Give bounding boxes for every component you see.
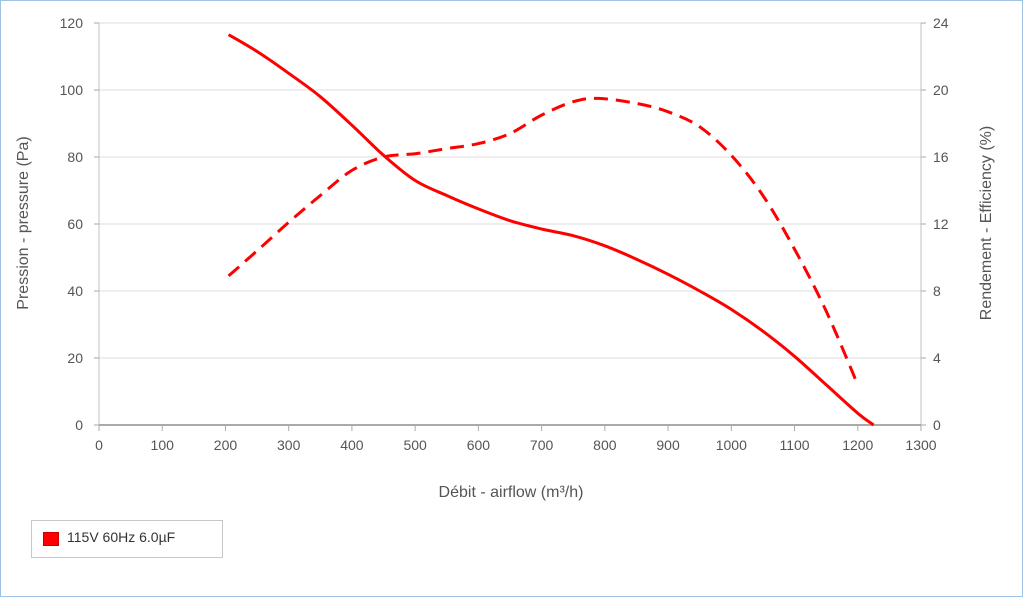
x-tick-label: 1300 xyxy=(905,437,936,453)
y-axis-left-title: Pression - pressure (Pa) xyxy=(15,136,32,309)
x-axis-title: Débit - airflow (m³/h) xyxy=(439,484,584,501)
y-left-tick-label: 80 xyxy=(67,149,83,165)
y-left-tick-label: 60 xyxy=(67,216,83,232)
series-layer xyxy=(227,33,875,427)
x-tick-label: 900 xyxy=(656,437,680,453)
efficiency-curve xyxy=(227,96,860,386)
x-tick-label: 400 xyxy=(340,437,364,453)
x-tick-label: 1100 xyxy=(779,437,809,453)
y-axis-right-title: Rendement - Efficiency (%) xyxy=(978,126,995,320)
grid-layer xyxy=(99,22,921,426)
x-tick-label: 1000 xyxy=(716,437,747,453)
y-left-tick-label: 100 xyxy=(60,82,84,98)
y-left-tick-label: 120 xyxy=(60,15,84,31)
x-tick-label: 0 xyxy=(95,437,103,453)
y-right-tick-label: 24 xyxy=(933,15,949,31)
x-tick-label: 100 xyxy=(151,437,175,453)
legend-label: 115V 60Hz 6.0µF xyxy=(67,529,176,545)
y-left-tick-label: 0 xyxy=(75,417,83,433)
pressure-curve xyxy=(227,33,875,427)
x-tick-label: 300 xyxy=(277,437,301,453)
y-right-tick-label: 16 xyxy=(933,149,949,165)
x-tick-label: 500 xyxy=(403,437,427,453)
legend[interactable]: 115V 60Hz 6.0µF xyxy=(31,520,223,558)
y-right-tick-label: 4 xyxy=(933,350,941,366)
x-tick-label: 200 xyxy=(214,437,238,453)
y-left-tick-label: 20 xyxy=(67,350,83,366)
y-right-tick-label: 8 xyxy=(933,283,941,299)
x-tick-label: 800 xyxy=(593,437,617,453)
legend-swatch xyxy=(43,532,59,546)
x-tick-label: 600 xyxy=(467,437,491,453)
y-left-tick-label: 40 xyxy=(67,283,83,299)
x-tick-label: 1200 xyxy=(842,437,873,453)
x-tick-label: 700 xyxy=(530,437,554,453)
y-right-tick-label: 20 xyxy=(933,82,949,98)
y-right-tick-label: 12 xyxy=(933,216,949,232)
y-right-tick-label: 0 xyxy=(933,417,941,433)
